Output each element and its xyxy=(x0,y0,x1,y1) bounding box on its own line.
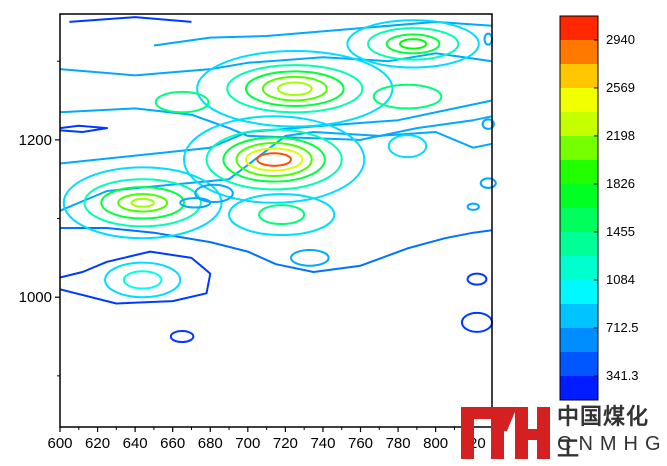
contour-line xyxy=(130,197,155,208)
x-tick-label: 720 xyxy=(273,435,298,452)
contour-line xyxy=(466,202,480,211)
contour-line xyxy=(117,193,169,213)
y-tick-label: 1200 xyxy=(19,132,52,149)
colorbar-band xyxy=(560,208,598,232)
contour-line xyxy=(59,99,493,165)
logo-english-name: CNMHG xyxy=(557,433,667,455)
x-axis: 600620640660680700720740760780800820 xyxy=(47,427,486,452)
contour-line xyxy=(228,193,336,237)
colorbar-band xyxy=(560,376,598,400)
x-tick-label: 680 xyxy=(198,435,223,452)
colorbar-bands xyxy=(559,15,599,401)
contour-line xyxy=(122,270,163,290)
contour-line xyxy=(235,142,313,178)
contour-line xyxy=(59,250,212,305)
contour-line xyxy=(83,178,202,228)
contour-line xyxy=(398,38,428,50)
contour-line xyxy=(244,147,304,172)
contour-line xyxy=(179,197,212,209)
colorbar-tick-label: 1455 xyxy=(606,224,635,239)
contour-line xyxy=(479,177,497,189)
y-tick-label: 1000 xyxy=(19,289,52,306)
colorbar-band xyxy=(560,184,598,208)
contour-line xyxy=(153,20,493,47)
colorbar-band xyxy=(560,136,598,160)
colorbar-band xyxy=(560,304,598,328)
colorbar-ticks: 341.3 712.5 1084 1455 1826 2198 2569 2940 xyxy=(594,32,639,383)
contour-line xyxy=(154,90,210,114)
x-tick-label: 640 xyxy=(123,435,148,452)
contour-line xyxy=(460,311,493,333)
colorbar-tick-label: 2940 xyxy=(606,32,635,47)
contour-line xyxy=(62,166,223,240)
colorbar-band xyxy=(560,112,598,136)
contour-line xyxy=(59,124,108,133)
contour-line xyxy=(346,19,480,69)
colorbar-tick-label: 1826 xyxy=(606,176,635,191)
colorbar-band xyxy=(560,280,598,304)
contour-line xyxy=(367,27,460,61)
colorbar-frame xyxy=(559,15,599,401)
colorbar: 341.3 712.5 1084 1455 1826 2198 2569 2940 xyxy=(559,15,639,401)
contour-line xyxy=(481,118,495,130)
plot-frame xyxy=(59,13,493,428)
contour-line xyxy=(100,186,185,220)
contour-line xyxy=(387,134,428,159)
colorbar-tick-label: 2198 xyxy=(606,128,635,143)
cnmhg-logo-mark xyxy=(461,407,550,459)
logo-chinese-name: 中国煤化工 xyxy=(557,405,650,462)
contour-line xyxy=(205,128,343,191)
contour-line xyxy=(290,249,330,267)
x-tick-label: 620 xyxy=(85,435,110,452)
contour-line xyxy=(466,272,488,286)
x-tick-label: 760 xyxy=(348,435,373,452)
colorbar-tick-label: 341.3 xyxy=(606,368,639,383)
x-tick-label: 780 xyxy=(386,435,411,452)
contour-line xyxy=(194,183,234,204)
contour-line xyxy=(59,107,493,141)
colorbar-band xyxy=(560,256,598,280)
colorbar-band xyxy=(560,160,598,184)
contour-line xyxy=(222,136,326,183)
watermark-logo: 中国煤化工 CNMHG xyxy=(459,399,667,466)
colorbar-tick-label: 2569 xyxy=(606,80,635,95)
x-tick-label: 700 xyxy=(235,435,260,452)
contour-line xyxy=(226,64,364,114)
contour-line xyxy=(385,33,441,55)
contour-line xyxy=(244,70,345,108)
contour-line xyxy=(256,152,293,167)
colorbar-band xyxy=(560,16,598,40)
colorbar-band xyxy=(560,352,598,376)
contour-line xyxy=(483,32,493,46)
contour-line xyxy=(182,115,366,204)
contour-line xyxy=(169,330,195,344)
contour-lines xyxy=(59,16,497,344)
colorbar-band xyxy=(560,232,598,256)
x-tick-label: 660 xyxy=(160,435,185,452)
contour-line xyxy=(69,16,192,23)
contour-line xyxy=(258,204,306,226)
colorbar-band xyxy=(560,64,598,88)
x-tick-label: 800 xyxy=(423,435,448,452)
colorbar-band xyxy=(560,328,598,352)
x-tick-label: 740 xyxy=(310,435,335,452)
y-axis: 1000 1200 xyxy=(19,60,60,377)
contour-line xyxy=(104,261,182,299)
contour-line xyxy=(276,81,313,97)
contour-line xyxy=(372,83,443,110)
contour-line xyxy=(59,52,493,77)
x-tick-label: 600 xyxy=(47,435,72,452)
contour-line xyxy=(261,75,328,102)
colorbar-band xyxy=(560,88,598,112)
contour-line xyxy=(196,49,394,128)
colorbar-tick-label: 1084 xyxy=(606,272,635,287)
colorbar-tick-label: 712.5 xyxy=(606,320,639,335)
colorbar-band xyxy=(560,40,598,64)
contour-line xyxy=(60,227,493,273)
